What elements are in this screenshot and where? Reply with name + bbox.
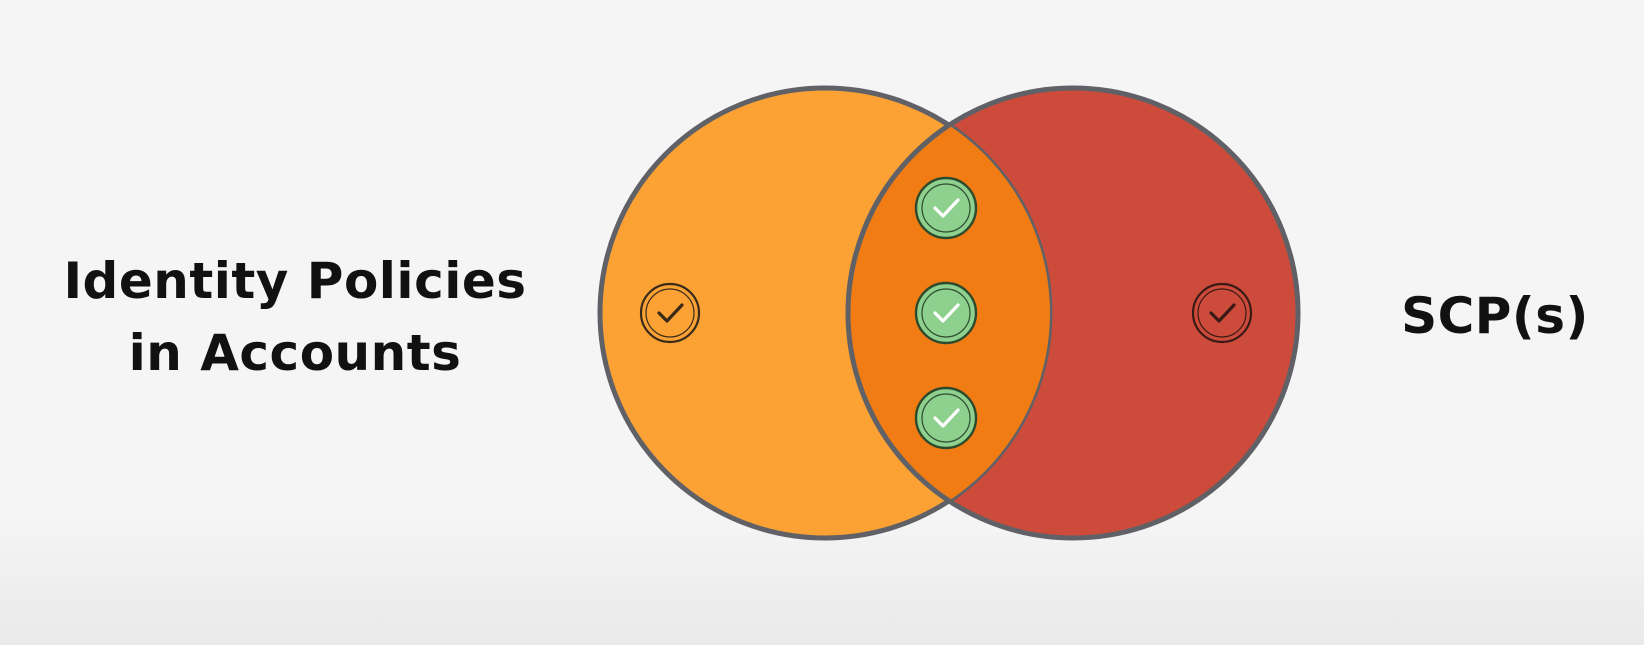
left-only-check-icon [639, 282, 701, 344]
left-set-label: Identity Policies in Accounts [40, 245, 550, 389]
overlap-check-icon [914, 176, 978, 240]
overlap-check-icon [914, 386, 978, 450]
left-set-label-line2: in Accounts [128, 324, 462, 382]
overlap-check-icon [914, 281, 978, 345]
left-set-label-line1: Identity Policies [63, 252, 527, 310]
right-set-label: SCP(s) [1401, 287, 1589, 345]
right-only-check-icon [1191, 282, 1253, 344]
